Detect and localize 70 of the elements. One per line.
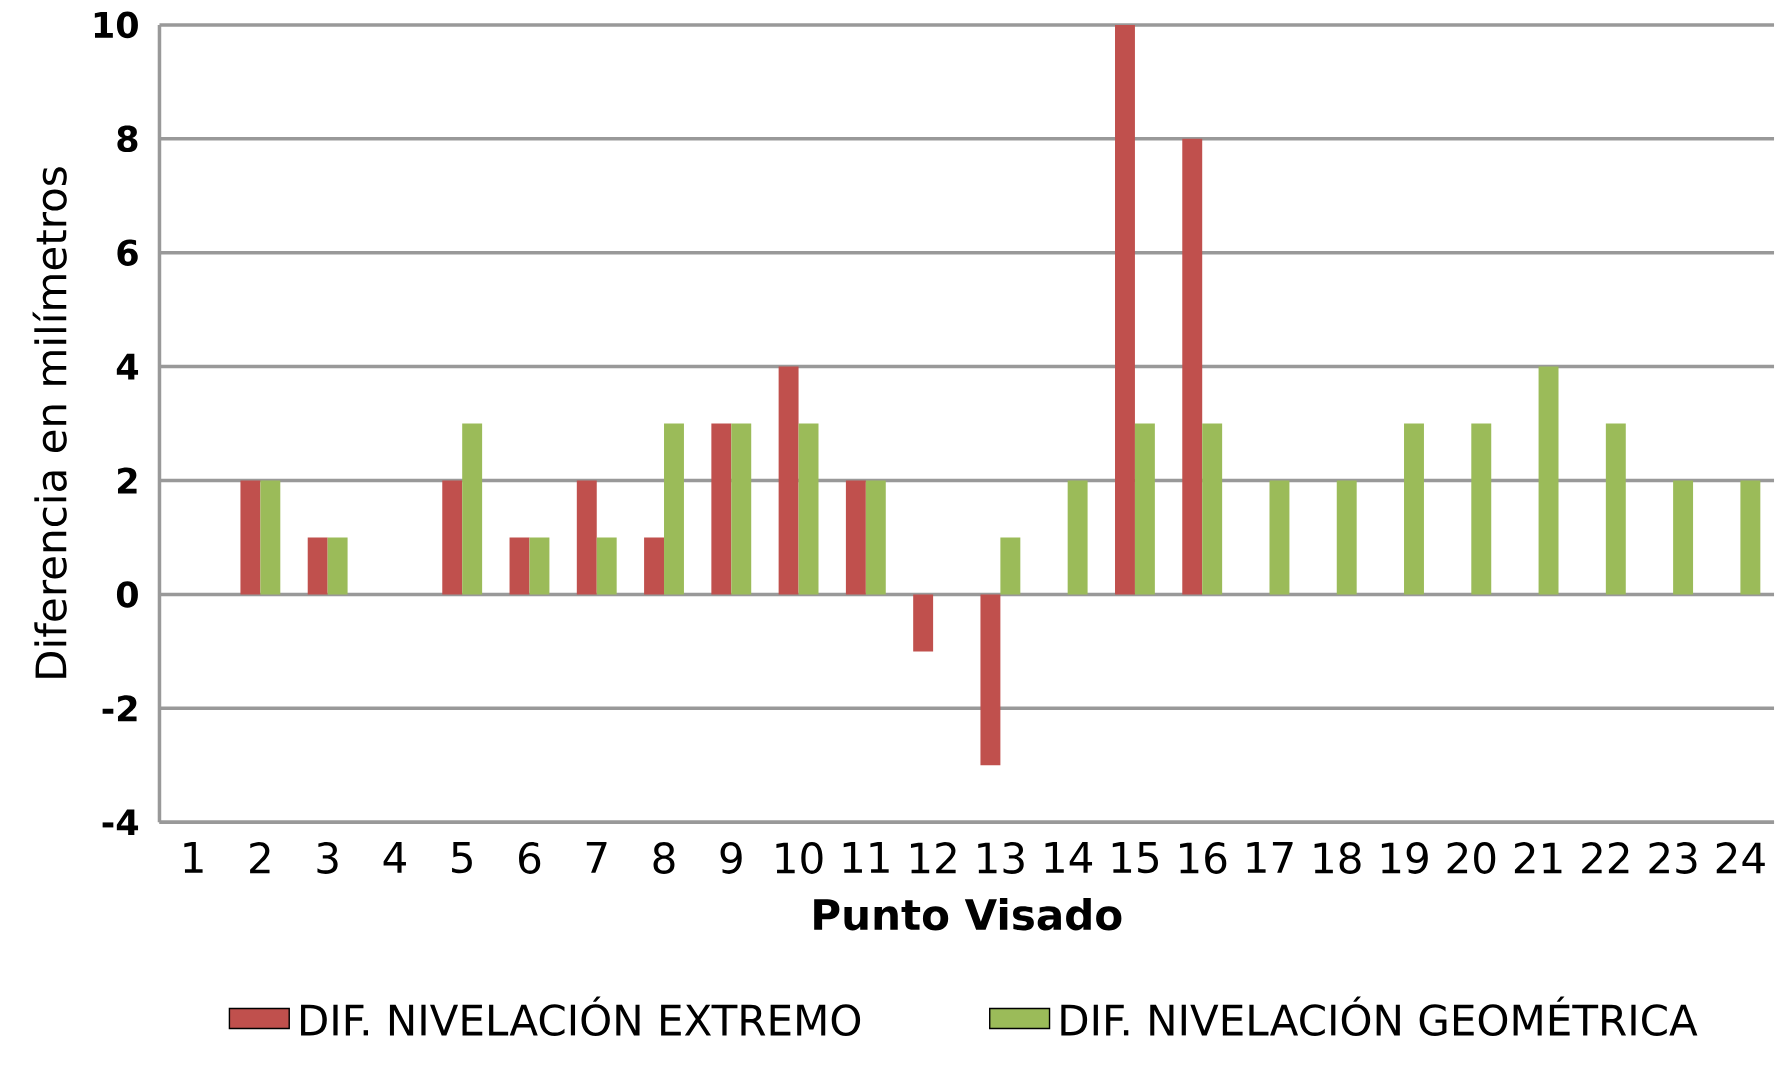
bar [596,537,617,595]
bar [1067,480,1088,595]
legend-label: DIF. NIVELACIÓN EXTREMO [301,996,861,1036]
x-tick-label: 19 [1381,841,1428,874]
y-tick-label: 6 [117,239,138,266]
bar [1471,423,1492,595]
bar [462,423,483,595]
x-tick-label: 9 [720,841,742,874]
x-tick-label: 13 [978,841,1024,874]
bar [1202,423,1223,595]
x-tick-label: 17 [1247,841,1293,873]
x-tick-label: 15 [1112,841,1158,874]
bar [240,480,261,595]
x-tick-label: 11 [843,841,889,873]
y-tick-label: 4 [116,353,139,380]
x-tick-label: 22 [1582,841,1629,874]
y-tick-label: 8 [117,125,138,152]
x-tick-label: 20 [1447,841,1496,874]
x-tick-label: 24 [1716,841,1765,874]
y-axis-title: Diferencia en milímetros [32,167,67,678]
bar [442,480,463,595]
x-tick-label: 3 [317,841,338,874]
bar [644,537,665,595]
x-tick-label: 2 [250,841,270,874]
bar [845,480,866,595]
bar [307,537,328,595]
y-tick-label: -2 [102,695,137,722]
bar [1538,366,1559,595]
bar [1269,480,1290,595]
bar [327,537,348,595]
legend-label: DIF. NIVELACIÓN GEOMÉTRICA [1061,996,1698,1036]
x-tick-label: 4 [383,841,406,873]
y-tick-label: 10 [94,11,138,38]
bar [1673,480,1694,595]
bar [798,423,819,595]
bar [1605,423,1626,595]
x-axis-title: Punto Visado [814,897,1122,931]
bar [576,480,597,595]
y-tick-label: 0 [116,580,138,608]
bar [1740,480,1761,595]
x-tick-label: 10 [776,841,823,874]
bar [1404,423,1424,595]
x-tick-label: 8 [653,841,675,874]
x-tick-label: 21 [1514,841,1562,874]
bar [1182,138,1203,595]
bar [1115,24,1135,595]
bar [1134,423,1155,595]
bar [778,366,799,595]
bar [913,594,934,652]
bar [529,537,550,595]
y-tick-label: -4 [102,809,139,835]
x-tick-label: 23 [1649,841,1697,874]
bar [664,423,684,595]
x-tick-label: 5 [452,841,472,874]
x-tick-label: 14 [1045,841,1093,873]
y-tick-label: 2 [117,467,137,494]
x-tick-label: 18 [1314,841,1361,874]
bar [1336,480,1357,595]
bar [711,423,732,595]
x-tick-label: 7 [586,841,607,873]
x-tick-label: 12 [910,841,956,874]
bar [731,423,752,595]
x-tick-label: 16 [1180,841,1227,874]
bar [865,480,886,595]
x-tick-label: 6 [519,841,541,874]
bar [1000,537,1021,595]
bar [260,480,281,595]
bar [980,594,1001,766]
x-tick-label: 1 [184,841,203,873]
bar [509,537,530,595]
